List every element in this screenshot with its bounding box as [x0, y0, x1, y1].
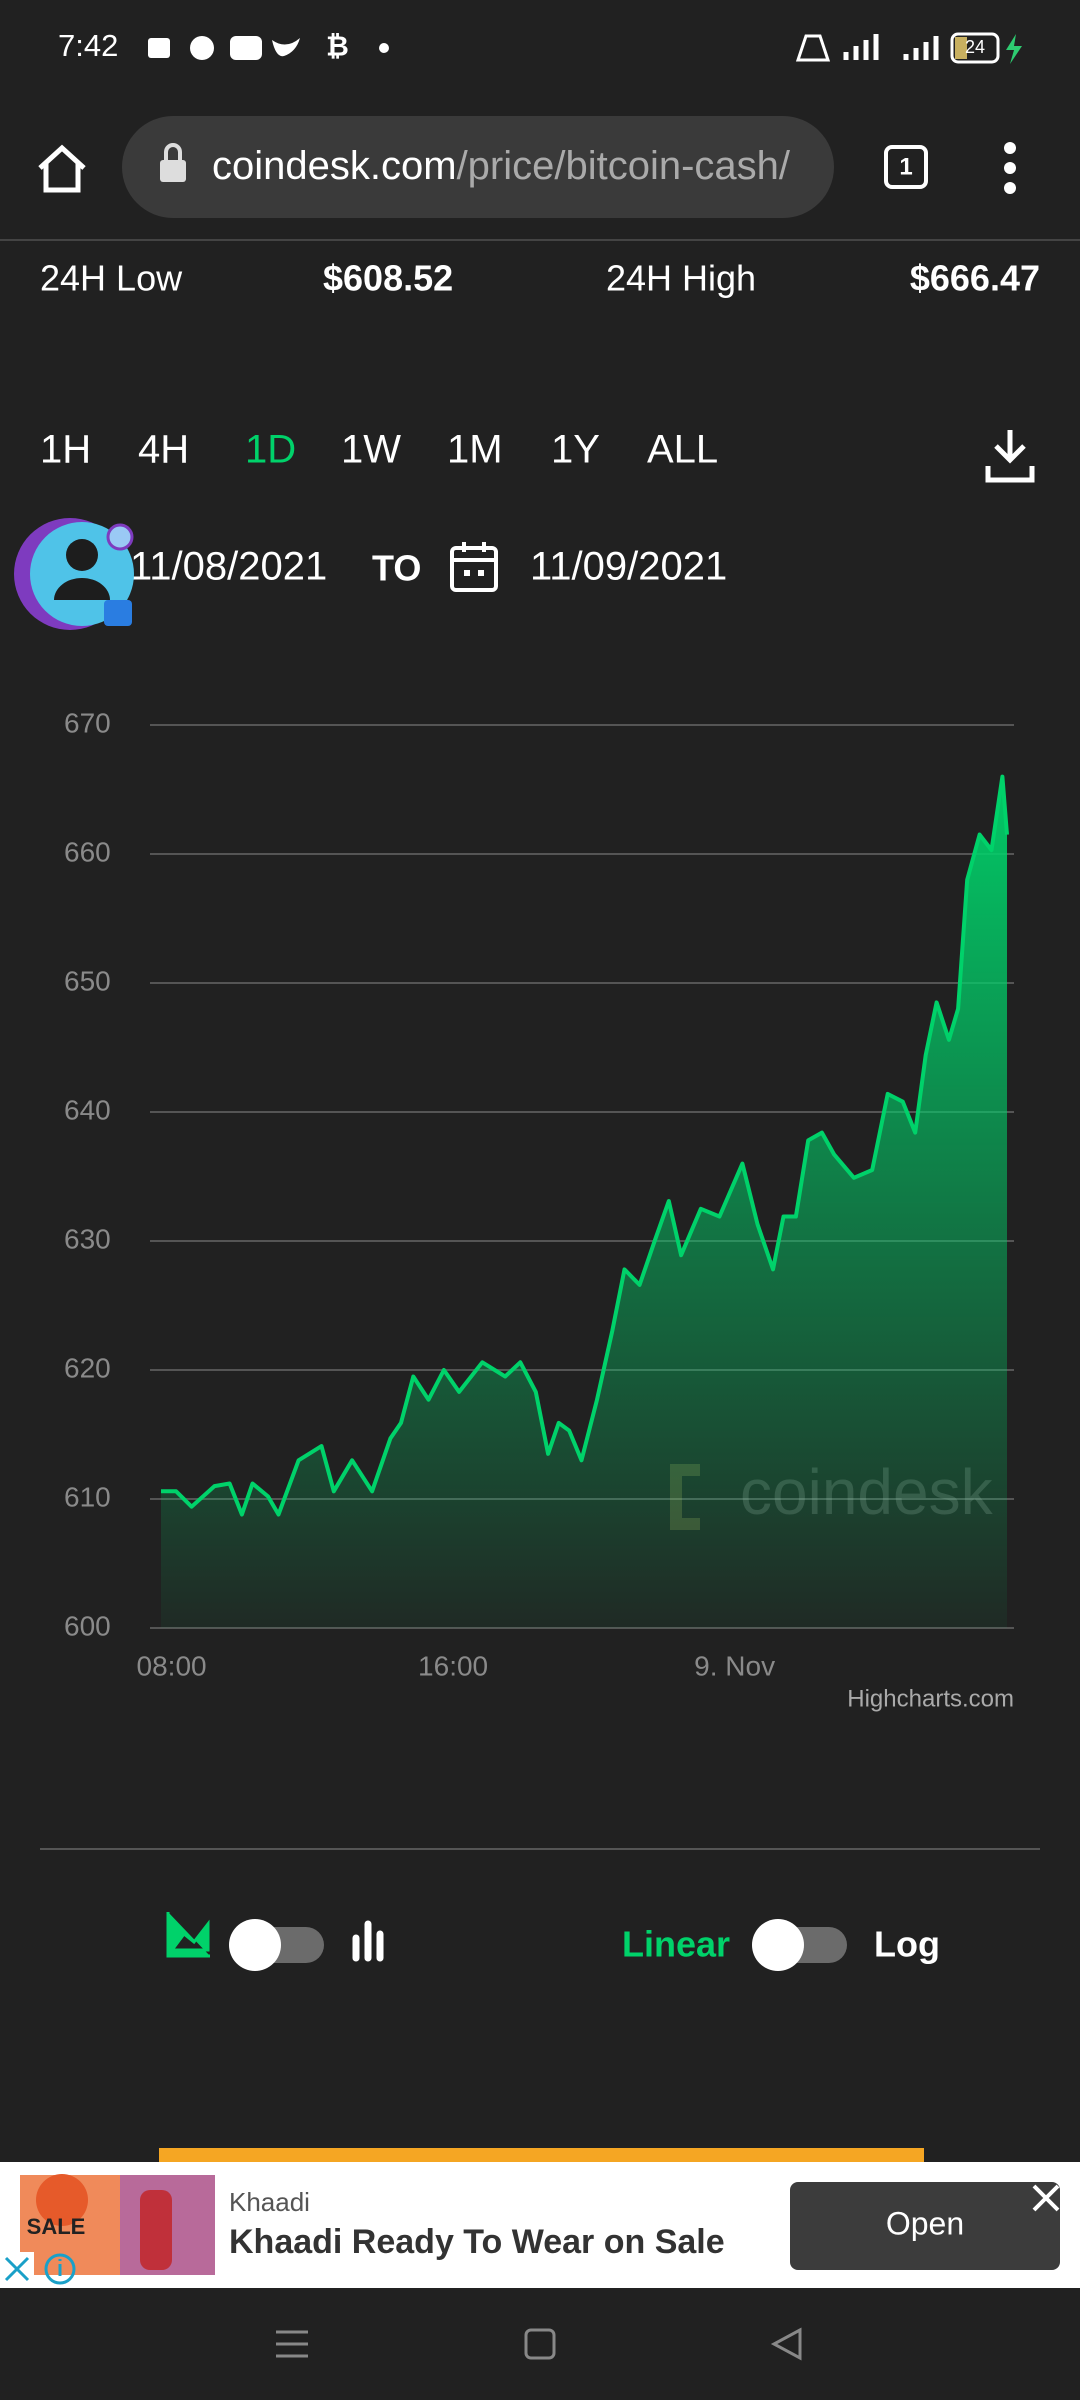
browser-bar: coindesk.com/price/bitcoin-cash/ 1 [0, 116, 1080, 241]
ad-banner: SALE Khaadi Khaadi Ready To Wear on Sale… [0, 2162, 1080, 2288]
x-tick-label: 16:00 [418, 1650, 488, 1681]
y-tick-label: 610 [64, 1481, 111, 1512]
range-button[interactable]: 1W [341, 428, 401, 472]
stats-row: 24H Low $608.52 24H High $666.47 [40, 258, 1040, 299]
status-icon [148, 38, 170, 58]
url: coindesk.com/price/bitcoin-cash/ [212, 144, 791, 188]
price-chart: 600 610 620 630 640 650 660 670 08:00 16:00 9. Nov… [64, 707, 1014, 1712]
home-button[interactable] [38, 144, 86, 193]
menu-button [1004, 182, 1016, 194]
nav-bar [0, 2288, 1080, 2400]
status-icon: ₿ [326, 30, 349, 61]
y-tick-label: 630 [64, 1223, 111, 1254]
battery-text: 24 [965, 37, 985, 57]
log-label[interactable]: Log [874, 1924, 940, 1965]
ad-image [140, 2190, 172, 2270]
tabs-button[interactable] [884, 145, 928, 189]
status-icon [795, 34, 831, 62]
ad-open-text: Open [886, 2205, 964, 2241]
scale-toggle: Linear Log [622, 1919, 940, 1971]
ad-info[interactable] [44, 2253, 76, 2285]
ad-advertiser: Khaadi [229, 2187, 310, 2217]
price-line [161, 774, 1009, 1517]
lock-icon [164, 143, 182, 160]
range-button[interactable]: 1M [447, 428, 503, 472]
high-label: 24H High [606, 258, 756, 299]
calendar-icon [478, 570, 484, 576]
avatar-badge [104, 600, 132, 626]
url-fade [834, 116, 854, 218]
area-fill [161, 776, 1007, 1628]
tab-count: 1 [899, 153, 912, 180]
url-path: /price/bitcoin-cash/ [457, 144, 791, 188]
battery-level [955, 37, 967, 59]
range-button[interactable]: 1H [40, 428, 91, 472]
y-tick-label: 650 [64, 965, 111, 996]
linear-label[interactable]: Linear [622, 1924, 730, 1965]
status-icon [190, 36, 214, 60]
date-to-label: TO [372, 548, 421, 589]
range-button[interactable]: 1Y [551, 428, 600, 472]
avatar-dot [106, 523, 134, 551]
charging-icon [1006, 34, 1022, 64]
low-value: $608.52 [323, 258, 453, 299]
y-tick-label: 670 [64, 707, 111, 738]
status-icon [379, 43, 389, 53]
ad-headline: Khaadi Ready To Wear on Sale [229, 2223, 725, 2261]
nav-background [0, 2288, 1080, 2400]
url-host: coindesk.com [212, 144, 457, 188]
download-button[interactable] [985, 430, 1035, 483]
toggle-knob [229, 1919, 281, 1971]
y-tick-label: 620 [64, 1352, 111, 1383]
bar-icon[interactable] [352, 1920, 384, 1962]
menu-button [1004, 162, 1016, 174]
high-value: $666.47 [910, 258, 1040, 299]
chart-type-toggle [166, 1912, 384, 1971]
y-tick-label: 600 [64, 1610, 111, 1641]
status-time: 7:42 [58, 28, 118, 63]
toggle-knob [752, 1919, 804, 1971]
signal-icon [843, 34, 939, 60]
date-range: 11/08/2021 TO 11/09/2021 [14, 518, 727, 630]
range-buttons: 1H 4H 1D 1W 1M 1Y ALL [40, 428, 718, 472]
ad-badge: SALE [27, 2214, 86, 2239]
battery-icon [950, 32, 1000, 64]
x-tick-label: 9. Nov [694, 1650, 775, 1681]
calendar-icon[interactable] [450, 546, 498, 592]
ad-open-button[interactable] [790, 2182, 1060, 2270]
nav-home[interactable] [524, 2328, 556, 2360]
x-tick-label: 08:00 [137, 1650, 207, 1681]
menu-button[interactable] [1004, 142, 1016, 154]
avatar-body [54, 578, 110, 600]
status-bar: 7:42 ₿ 24 [58, 28, 1022, 64]
date-to[interactable]: 11/09/2021 [530, 545, 727, 589]
calendar-icon [452, 542, 496, 562]
avatar-head [66, 539, 98, 571]
nav-recents[interactable] [276, 2330, 308, 2358]
area-icon[interactable] [166, 1912, 210, 1958]
range-button[interactable]: 1D [245, 428, 296, 472]
nav-back[interactable] [770, 2327, 802, 2361]
ad-choice-x [4, 2256, 30, 2282]
status-icon [230, 36, 262, 60]
calendar-icon [464, 570, 470, 576]
range-button[interactable]: ALL [647, 428, 718, 472]
ad-image [36, 2174, 88, 2226]
y-tick-label: 640 [64, 1094, 111, 1125]
ad-close[interactable] [1032, 2184, 1060, 2212]
lock-icon [160, 160, 186, 182]
date-from[interactable]: 11/08/2021 [130, 545, 327, 589]
low-label: 24H Low [40, 258, 183, 299]
orange-strip [159, 2148, 924, 2164]
address-bar[interactable] [122, 116, 834, 218]
chart-credits: Highcharts.com [847, 1685, 1014, 1712]
status-icon [272, 38, 300, 57]
y-tick-label: 660 [64, 836, 111, 867]
range-button[interactable]: 4H [138, 428, 189, 472]
